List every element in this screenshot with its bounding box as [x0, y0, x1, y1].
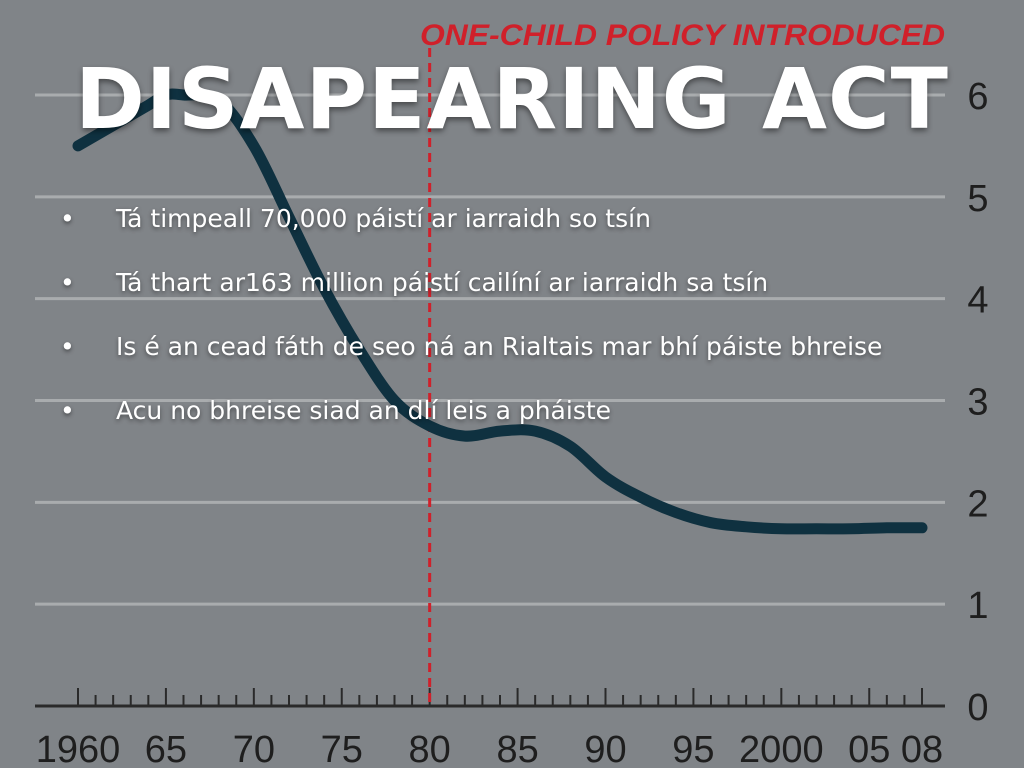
bullet-list: • Tá timpeall 70,000 páistí ar iarraidh … [60, 197, 1000, 453]
bullet-text: Tá thart ar163 million páistí cailíní ar… [116, 268, 769, 297]
y-tick-label: 6 [967, 76, 988, 118]
bullet-text: Acu no bhreise siad an dlí leis a pháist… [116, 396, 612, 425]
x-tick-label: 80 [409, 729, 451, 768]
y-tick-label: 1 [967, 585, 988, 627]
bullet-item: • Tá thart ar163 million páistí cailíní … [60, 261, 1000, 325]
series-line-0 [72, 88, 928, 535]
bullet-text: Is é an cead fáth de seo ná an Rialtais … [116, 332, 883, 361]
bullet-dot-icon: • [60, 204, 75, 233]
policy-annotation-label: ONE-CHILD POLICY INTRODUCED [420, 19, 945, 52]
x-tick-label: 90 [584, 729, 626, 768]
x-tick-label: 1960 [36, 729, 121, 768]
x-tick-label: 08 [901, 729, 943, 768]
y-tick-label: 5 [967, 178, 988, 220]
bullet-item: • Tá timpeall 70,000 páistí ar iarraidh … [60, 197, 1000, 261]
bullet-item: • Is é an cead fáth de seo ná an Rialtai… [60, 325, 1000, 389]
x-tick-label: 65 [145, 729, 187, 768]
x-tick-label: 85 [496, 729, 538, 768]
y-tick-label: 0 [967, 687, 988, 729]
bullet-dot-icon: • [60, 396, 75, 425]
x-tick-label: 05 [848, 729, 890, 768]
bullet-text: Tá timpeall 70,000 páistí ar iarraidh so… [116, 204, 651, 233]
y-tick-label: 2 [967, 483, 988, 525]
x-tick-label: 95 [672, 729, 714, 768]
x-tick-label: 2000 [739, 729, 824, 768]
bullet-dot-icon: • [60, 268, 75, 297]
y-tick-label: 3 [967, 382, 988, 424]
x-tick-label: 70 [233, 729, 275, 768]
x-tick-label: 75 [321, 729, 363, 768]
bullet-dot-icon: • [60, 332, 75, 361]
y-tick-label: 4 [967, 280, 988, 322]
slide-title: DISAPEARING ACT [75, 50, 949, 148]
bullet-item: • Acu no bhreise siad an dlí leis a phái… [60, 389, 1000, 453]
